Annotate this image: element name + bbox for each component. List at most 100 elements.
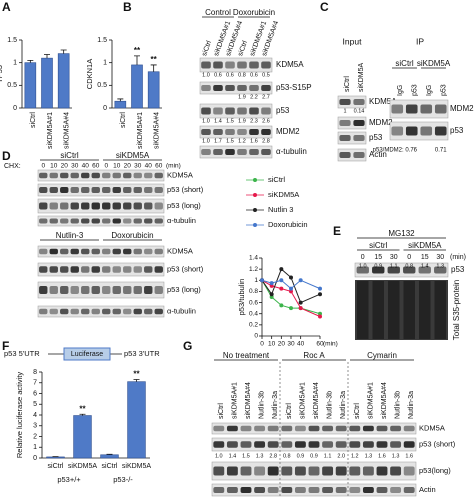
lane-label: siCtrl <box>218 403 225 419</box>
blot-band <box>91 248 100 255</box>
gel-lane <box>357 281 369 339</box>
quant-label: 0.6 <box>226 72 234 78</box>
blot-band <box>133 248 142 255</box>
annotation: ** <box>134 46 141 55</box>
blot-band <box>39 286 48 294</box>
blot-band <box>237 107 247 115</box>
blot-band <box>60 187 69 193</box>
blot-band <box>123 218 132 224</box>
x-tick-label: siCtrl <box>48 463 64 470</box>
quant-label: 1.2 <box>238 138 246 144</box>
blot-band <box>91 218 100 224</box>
row-label: KDM5A <box>369 97 397 106</box>
point <box>269 292 274 297</box>
blot-band <box>322 441 334 448</box>
blot-band <box>102 187 111 193</box>
y-tick-label: 5 <box>33 401 37 408</box>
blot-band <box>112 218 121 224</box>
blot-band <box>81 286 90 294</box>
quant-label: 2.8 <box>262 138 270 144</box>
blot-band <box>226 425 238 432</box>
lane-label: Nutlin-3b <box>395 391 402 419</box>
lane-label: siCtrl <box>201 40 213 58</box>
blot-band <box>201 149 211 155</box>
blot-band <box>294 441 306 448</box>
blot-band <box>240 466 252 476</box>
point <box>318 292 322 297</box>
x-tick-label: 10 <box>268 341 276 348</box>
blot-band <box>213 61 223 69</box>
blot-band <box>123 286 132 294</box>
group-label: siCtrl <box>395 59 413 68</box>
blot <box>37 262 165 277</box>
lane-label: Nutlin-3a <box>340 391 347 419</box>
blot-band <box>405 126 418 136</box>
annotation: ** <box>151 55 158 64</box>
blot <box>37 305 165 318</box>
blot-band <box>123 248 132 255</box>
gel-lane <box>372 281 384 339</box>
point <box>298 278 303 283</box>
blot-band <box>403 425 415 432</box>
blot-band <box>102 286 111 294</box>
construct-label: p53 5'UTR <box>4 349 40 358</box>
quant-label: 1.6 <box>405 453 413 459</box>
quant-label: 1.1 <box>324 453 332 459</box>
blot-band <box>225 149 235 155</box>
quant-label: 0.9 <box>297 453 305 459</box>
blot-band <box>281 487 293 493</box>
quant-label: 1.4 <box>229 453 237 459</box>
row-label: Total S35-protein <box>452 280 461 340</box>
legend-label: Nutlin 3 <box>268 205 293 214</box>
blot-band <box>70 187 79 193</box>
blot-band <box>349 466 361 476</box>
blot-band <box>123 187 132 193</box>
lane-label: IgG <box>426 85 433 96</box>
blot-band <box>154 286 163 294</box>
blot-band <box>39 266 48 273</box>
x-tick-label: 0 <box>260 341 264 348</box>
blot-band <box>213 466 225 476</box>
group-label: siCtrl <box>369 241 387 250</box>
x-tick-label: 20 <box>278 341 286 348</box>
y-axis-label: p53/tubulin <box>237 279 246 316</box>
time-label: 10 <box>50 163 58 170</box>
bar <box>114 100 127 109</box>
blot-band <box>213 425 225 432</box>
annotation: ** <box>79 404 86 413</box>
x-tick-label: siKDM5A#1 <box>137 112 144 149</box>
legend-marker <box>253 193 257 197</box>
bar <box>73 415 92 459</box>
time-label: 15 <box>374 254 382 261</box>
blot-band <box>154 248 163 255</box>
blot-band <box>362 487 374 493</box>
section-title: MG132 <box>388 229 415 238</box>
blot-band <box>133 187 142 193</box>
blot-band <box>376 425 388 432</box>
x-tick-label: siKDM5A <box>68 463 98 470</box>
blot-band <box>123 202 132 210</box>
bar <box>147 71 160 109</box>
blot-band <box>70 286 79 294</box>
quant-label: 1.0 <box>202 138 210 144</box>
blot-band <box>240 425 252 432</box>
group-label: siKDM5A <box>116 151 150 160</box>
blot-band <box>133 218 142 224</box>
row-label: Actin <box>419 485 436 494</box>
time-label: 15 <box>421 254 429 261</box>
lane-label: siCtrl <box>354 403 361 419</box>
blot-band <box>391 126 404 136</box>
group-label: p53+/+ <box>57 475 81 484</box>
error-bar <box>134 55 140 65</box>
blot-band <box>226 487 238 493</box>
time-label: 40 <box>82 163 90 170</box>
quant-label: 2.0 <box>337 453 345 459</box>
y-tick-label: 0.2 <box>249 322 258 329</box>
blot-band <box>362 425 374 432</box>
x-tick-label: siCtrl <box>102 463 118 470</box>
row-label: α-tubulin <box>167 216 196 225</box>
blot-band <box>123 172 132 179</box>
blot-band <box>154 218 163 224</box>
row-label: MDM2 <box>450 104 474 113</box>
time-label: 0 <box>361 254 365 261</box>
